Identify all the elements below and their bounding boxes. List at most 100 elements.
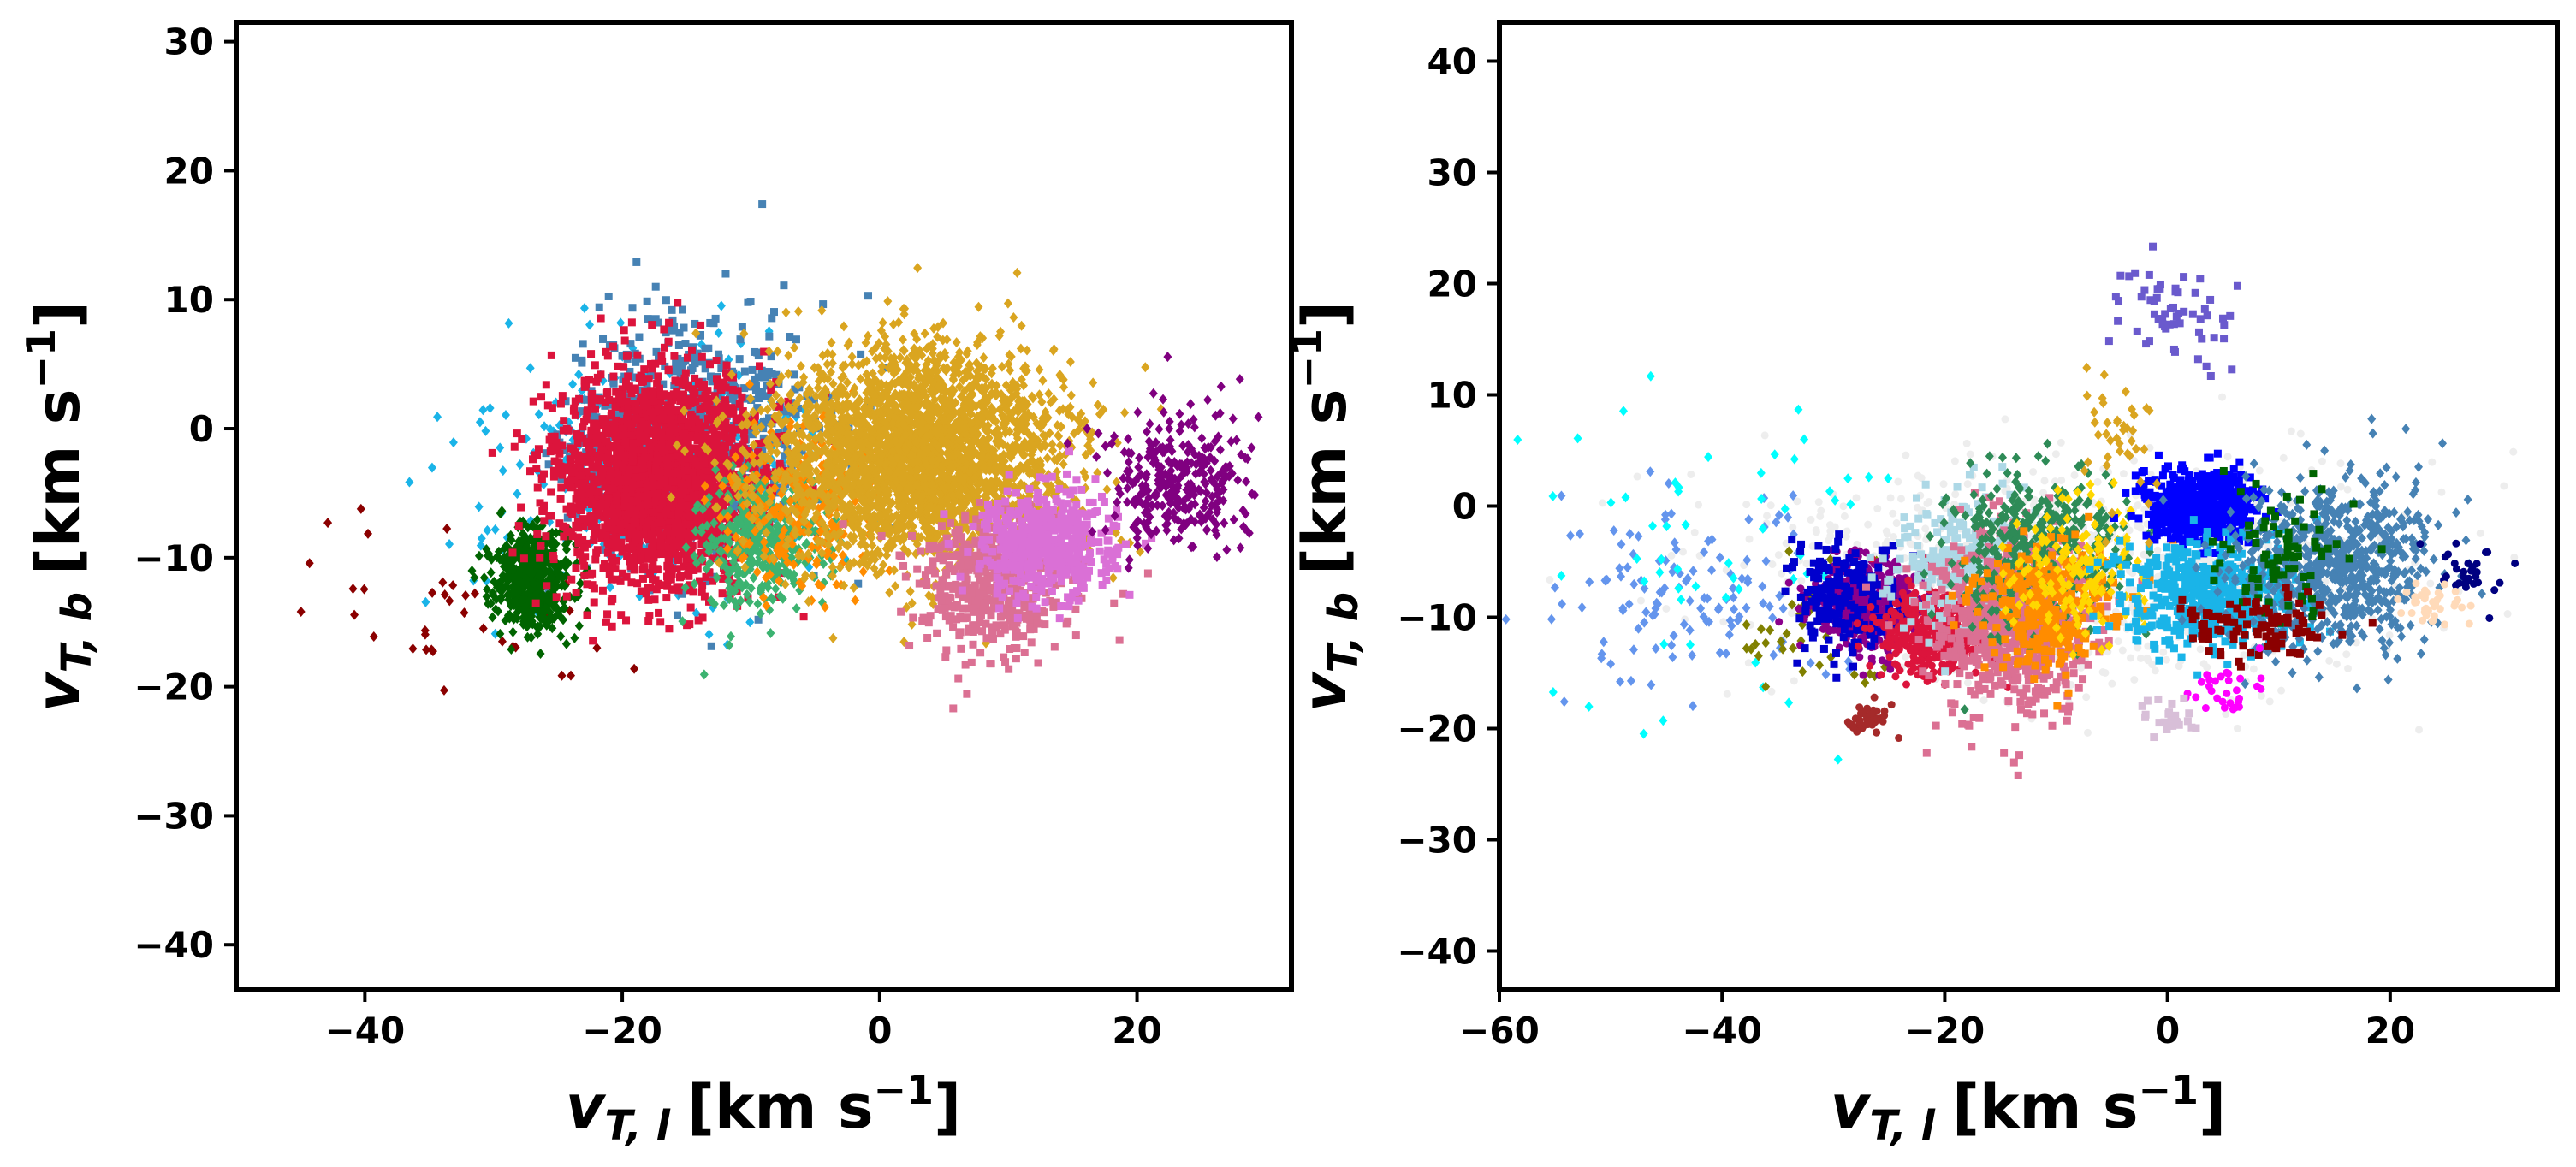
point-crimson: [598, 530, 607, 538]
point-darkgreen: [508, 581, 518, 592]
point-crimson: [715, 507, 724, 516]
point-steelblue: [578, 407, 586, 416]
point-crimson: [681, 381, 690, 389]
point-crimson: [695, 577, 703, 585]
point-crimson: [529, 397, 537, 406]
point-crimson: [681, 369, 690, 377]
point-steelblue: [635, 333, 644, 341]
point-steelblue: [662, 296, 670, 305]
point-crimson: [591, 405, 600, 413]
point-darkgreen: [488, 587, 497, 598]
point-steelblue: [727, 394, 735, 402]
point-crimson: [547, 488, 555, 496]
point-crimson: [689, 588, 697, 596]
point-crimson: [691, 415, 700, 424]
point-darkred: [364, 528, 373, 539]
point-crimson: [578, 454, 586, 463]
point-deepskyblue: [534, 409, 543, 420]
point-crimson: [721, 396, 729, 405]
point-crimson: [648, 364, 656, 373]
point-crimson: [613, 496, 621, 505]
point-crimson: [671, 522, 680, 530]
point-deepskyblue: [427, 462, 436, 473]
point-crimson: [603, 518, 612, 527]
point-darkgreen: [497, 591, 507, 602]
point-crimson: [656, 542, 665, 550]
point-crimson: [701, 433, 709, 441]
point-crimson: [686, 559, 695, 567]
point-crimson: [592, 524, 601, 532]
point-steelblue: [668, 305, 676, 314]
point-crimson: [718, 465, 727, 474]
point-crimson: [587, 472, 596, 481]
point-crimson: [691, 388, 699, 397]
point-crimson: [653, 379, 662, 388]
point-crimson: [739, 407, 747, 416]
point-crimson: [557, 483, 566, 492]
point-steelblue: [767, 352, 775, 361]
point-crimson: [699, 380, 708, 388]
point-crimson: [597, 431, 605, 440]
point-darkred: [478, 623, 488, 634]
point-crimson: [679, 562, 687, 571]
point-steelblue: [772, 370, 781, 379]
point-deepskyblue: [490, 524, 500, 535]
point-crimson: [627, 578, 636, 587]
point-steelblue: [759, 434, 768, 442]
point-crimson: [517, 503, 525, 512]
point-crimson: [631, 536, 639, 544]
point-crimson: [680, 480, 688, 489]
point-goldenrod: [1017, 320, 1026, 331]
point-darkgreen: [532, 514, 542, 525]
point-crimson: [733, 417, 741, 425]
point-crimson: [652, 458, 661, 466]
point-steelblue: [736, 335, 745, 344]
point-crimson: [612, 536, 620, 544]
point-darkgreen: [548, 527, 557, 538]
point-darkgreen: [562, 544, 572, 555]
point-crimson: [649, 536, 657, 544]
point-crimson: [703, 401, 712, 410]
point-crimson: [611, 565, 620, 573]
point-crimson: [684, 466, 692, 475]
point-crimson: [602, 618, 610, 626]
point-deepskyblue: [716, 300, 726, 311]
point-crimson: [580, 561, 589, 570]
point-crimson: [712, 441, 721, 450]
point-darkgreen: [503, 569, 513, 580]
point-crimson: [698, 394, 707, 403]
point-crimson: [532, 465, 541, 473]
point-crimson: [694, 461, 703, 470]
point-crimson: [646, 359, 655, 368]
point-crimson: [568, 532, 577, 541]
point-crimson: [652, 427, 661, 435]
point-crimson: [677, 415, 686, 424]
point-darkred: [470, 588, 479, 599]
point-crimson: [667, 575, 675, 584]
point-crimson: [510, 442, 519, 451]
point-crimson: [621, 437, 630, 446]
point-crimson: [669, 483, 678, 492]
point-darkgreen: [494, 606, 503, 617]
point-crimson: [556, 495, 565, 503]
point-crimson: [552, 593, 561, 601]
point-crimson: [555, 449, 564, 458]
point-steelblue: [753, 404, 762, 412]
point-darkgreen: [576, 578, 585, 589]
point-steelblue: [751, 387, 760, 395]
point-steelblue: [632, 358, 640, 366]
point-crimson: [709, 414, 717, 423]
point-deepskyblue: [498, 465, 507, 477]
point-crimson: [621, 515, 630, 524]
point-crimson: [585, 489, 594, 497]
point-crimson: [717, 386, 726, 394]
point-steelblue: [691, 359, 699, 368]
point-crimson: [729, 449, 738, 458]
point-crimson: [606, 466, 614, 475]
point-steelblue: [735, 355, 744, 364]
point-mediumseagreen: [699, 669, 709, 680]
point-crimson: [556, 400, 565, 408]
point-steelblue: [740, 367, 749, 376]
point-darkgreen: [503, 589, 513, 601]
point-steelblue: [754, 615, 763, 624]
